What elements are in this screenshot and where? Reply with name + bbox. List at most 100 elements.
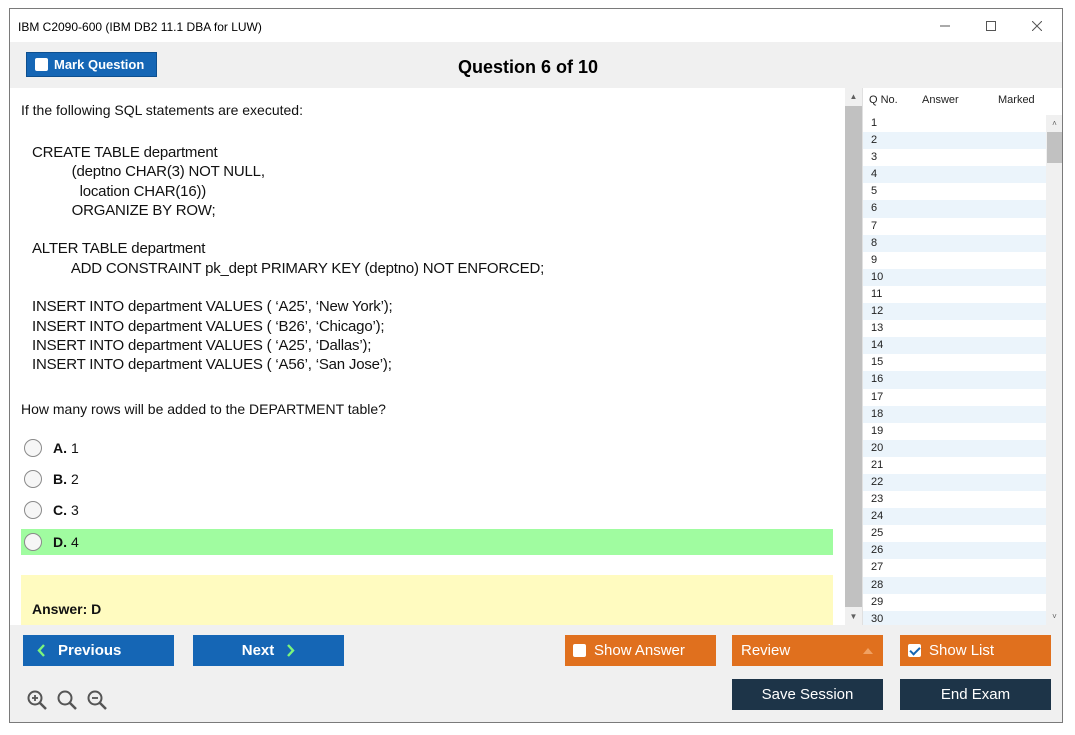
dropdown-arrow-icon (863, 647, 873, 654)
question-list-row[interactable]: 22 (863, 473, 1046, 492)
question-prompt: How many rows will be added to the DEPAR… (21, 401, 386, 417)
question-list-header: Q No. Answer Marked (863, 88, 1062, 114)
chevron-left-icon (37, 644, 45, 657)
show-answer-checkbox-icon (573, 644, 586, 657)
minimize-button[interactable] (922, 9, 968, 42)
question-list-row[interactable]: 28 (863, 576, 1046, 594)
next-label: Next (241, 642, 275, 659)
option-a-letter: A. (53, 440, 67, 456)
save-session-button[interactable]: Save Session (732, 679, 883, 710)
exam-window: IBM C2090-600 (IBM DB2 11.1 DBA for LUW)… (9, 8, 1063, 723)
question-list-panel: Q No. Answer Marked 1 2 3 4 5 6 7 8 9 10 11 12 13 14 1… (862, 88, 1062, 625)
question-list-row[interactable]: 1 (871, 117, 878, 129)
question-list-row[interactable]: 30 (863, 610, 1046, 625)
question-list-row[interactable]: 5 (871, 185, 878, 198)
show-answer-button[interactable]: Show Answer (565, 635, 716, 666)
question-list-row[interactable]: 4 (863, 166, 1046, 184)
maximize-icon (986, 20, 996, 31)
question-list-row[interactable]: 7 (871, 219, 878, 232)
option-a[interactable]: A. 1 (21, 435, 833, 461)
question-list-row[interactable]: 11 (871, 287, 883, 300)
option-d-text: 4 (71, 534, 79, 550)
question-list-row[interactable]: 3 (871, 151, 878, 164)
question-list-row[interactable]: 16 (863, 371, 1046, 389)
col-marked: Marked (998, 94, 1035, 106)
question-pane: If the following SQL statements are exec… (10, 88, 845, 625)
end-exam-button[interactable]: End Exam (900, 679, 1051, 710)
close-icon (1032, 20, 1042, 31)
question-list-row[interactable]: 12 (863, 303, 1046, 321)
question-list-rows: 1 2 3 4 5 6 7 8 9 10 11 12 13 14 15 16 17 18 19 20 21 22 23 24 2… (863, 115, 1046, 625)
option-a-radio[interactable] (24, 439, 42, 457)
show-list-button[interactable]: Show List (900, 635, 1051, 666)
show-list-label: Show List (929, 642, 995, 659)
question-list-row[interactable]: 17 (871, 390, 884, 403)
option-c-letter: C. (53, 502, 67, 518)
question-list-row[interactable]: 14 (863, 337, 1046, 355)
question-list-row[interactable]: 29 (871, 595, 884, 608)
zoom-reset-icon[interactable] (56, 689, 78, 711)
option-b-text: 2 (71, 471, 79, 487)
title-bar: IBM C2090-600 (IBM DB2 11.1 DBA for LUW) (10, 9, 1062, 42)
question-list-row[interactable]: 9 (871, 253, 878, 266)
col-answer: Answer (922, 94, 959, 106)
bottom-toolbar: Previous Next Show Answer Review Show Li… (10, 625, 1062, 722)
question-list-row[interactable]: 20 (863, 439, 1046, 457)
question-list-scrollbar[interactable]: ˄ ˅ (1046, 115, 1062, 625)
question-list-row[interactable]: 6 (863, 200, 1046, 218)
question-list-row[interactable]: 10 (863, 268, 1046, 286)
show-answer-label: Show Answer (594, 642, 685, 659)
answer-box: Answer: D (21, 575, 833, 625)
question-intro: If the following SQL statements are exec… (21, 102, 303, 118)
question-list-row[interactable]: 25 (871, 527, 884, 540)
option-d-letter: D. (53, 534, 67, 550)
question-list-row[interactable]: 27 (871, 561, 884, 574)
mark-checkbox-icon (35, 58, 48, 71)
show-list-checkbox-icon (908, 644, 921, 657)
maximize-button[interactable] (968, 9, 1014, 42)
window-title: IBM C2090-600 (IBM DB2 11.1 DBA for LUW) (18, 20, 262, 34)
question-list-row[interactable]: 8 (863, 234, 1046, 252)
option-d-radio[interactable] (24, 533, 42, 551)
option-d[interactable]: D. 4 (21, 529, 833, 555)
close-button[interactable] (1014, 9, 1060, 42)
save-session-label: Save Session (761, 686, 854, 703)
previous-button[interactable]: Previous (23, 635, 174, 666)
question-list-row[interactable]: 26 (863, 542, 1046, 560)
previous-label: Previous (58, 642, 122, 659)
question-scrollbar[interactable]: ▲ ▼ (845, 88, 862, 625)
option-b-radio[interactable] (24, 470, 42, 488)
scroll-down-icon[interactable]: ▼ (849, 612, 858, 621)
end-exam-label: End Exam (940, 686, 1011, 703)
list-scroll-up-icon[interactable]: ˄ (1052, 119, 1057, 128)
question-header: Mark Question Question 6 of 10 (10, 42, 1062, 88)
question-list-row[interactable]: 2 (863, 132, 1046, 150)
question-list-row[interactable]: 21 (871, 458, 884, 471)
mark-question-label: Mark Question (54, 57, 145, 72)
question-list-row[interactable]: 19 (871, 424, 884, 437)
minimize-icon (940, 25, 950, 26)
option-c[interactable]: C. 3 (21, 497, 833, 523)
sql-code-block: CREATE TABLE department (deptno CHAR(3) … (32, 144, 545, 374)
zoom-in-icon[interactable] (26, 689, 48, 711)
question-scroll-thumb[interactable] (845, 106, 862, 607)
list-scroll-down-icon[interactable]: ˅ (1052, 612, 1057, 621)
option-b-letter: B. (53, 471, 67, 487)
question-list-row[interactable]: 13 (871, 322, 884, 335)
zoom-out-icon[interactable] (86, 689, 108, 711)
col-question-no: Q No. (869, 94, 898, 106)
review-dropdown[interactable]: Review (732, 635, 883, 666)
question-list-row[interactable]: 24 (863, 508, 1046, 526)
option-b[interactable]: B. 2 (21, 466, 833, 492)
review-label: Review (741, 642, 791, 659)
scroll-up-icon[interactable]: ▲ (849, 92, 858, 101)
question-counter: Question 6 of 10 (458, 57, 599, 77)
option-c-text: 3 (71, 502, 79, 518)
question-list-row[interactable]: 15 (871, 356, 884, 369)
list-scroll-thumb[interactable] (1047, 132, 1062, 163)
option-c-radio[interactable] (24, 501, 42, 519)
question-list-row[interactable]: 23 (871, 493, 884, 506)
next-button[interactable]: Next (193, 635, 344, 666)
question-list-row[interactable]: 18 (863, 405, 1046, 423)
mark-question-button[interactable]: Mark Question (26, 52, 157, 77)
